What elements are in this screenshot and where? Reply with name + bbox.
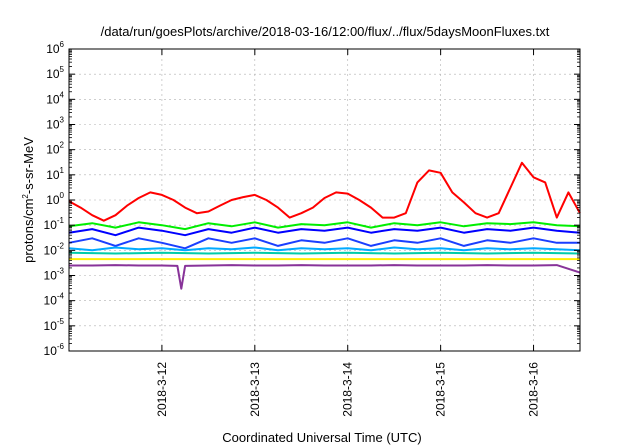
y-tick-base: 10 bbox=[46, 118, 60, 132]
y-tick-exponent: -5 bbox=[57, 317, 65, 326]
y-tick-label: 10-1 bbox=[44, 216, 65, 232]
y-tick-labels: 10-610-510-410-310-210-11001011021031041… bbox=[44, 40, 65, 358]
series-line-2 bbox=[68, 221, 581, 231]
y-tick-base: 10 bbox=[44, 294, 58, 308]
y-tick-label: 103 bbox=[46, 116, 64, 132]
axis-ticks bbox=[69, 48, 580, 352]
y-tick-exponent: 3 bbox=[60, 116, 65, 125]
series-line-1 bbox=[68, 161, 581, 222]
y-tick-label: 100 bbox=[46, 191, 64, 207]
y-tick-base: 10 bbox=[46, 92, 60, 106]
y-tick-base: 10 bbox=[44, 319, 58, 333]
x-tick-label: 2018-3-12 bbox=[155, 362, 169, 417]
y-tick-label: 10-2 bbox=[44, 241, 65, 257]
y-axis-label-base: protons/cm bbox=[21, 199, 36, 263]
y-axis-label-sup: 2 bbox=[21, 194, 30, 199]
y-tick-base: 10 bbox=[46, 193, 60, 207]
series-line-3 bbox=[68, 226, 581, 237]
series-line-6 bbox=[68, 251, 581, 255]
y-tick-label: 102 bbox=[46, 141, 64, 157]
y-tick-base: 10 bbox=[46, 67, 60, 81]
y-tick-label: 106 bbox=[46, 40, 64, 56]
y-tick-label: 10-4 bbox=[44, 292, 65, 308]
x-axis-label: Coordinated Universal Time (UTC) bbox=[222, 430, 421, 445]
y-tick-label: 10-3 bbox=[44, 267, 65, 283]
y-tick-base: 10 bbox=[44, 269, 58, 283]
y-tick-exponent: -2 bbox=[57, 241, 65, 250]
series-lines bbox=[68, 161, 581, 290]
y-tick-exponent: -4 bbox=[57, 292, 65, 301]
y-tick-exponent: -6 bbox=[57, 342, 65, 351]
series-line-8 bbox=[69, 264, 581, 290]
x-tick-label: 2018-3-14 bbox=[341, 362, 355, 417]
y-tick-base: 10 bbox=[46, 42, 60, 56]
x-tick-label: 2018-3-15 bbox=[434, 362, 448, 417]
y-tick-exponent: 4 bbox=[60, 90, 65, 99]
y-tick-base: 10 bbox=[44, 344, 58, 358]
y-tick-exponent: 6 bbox=[60, 40, 65, 49]
y-tick-exponent: 5 bbox=[60, 65, 65, 74]
x-tick-label: 2018-3-13 bbox=[248, 362, 262, 417]
chart-title: /data/run/goesPlots/archive/2018-03-16/1… bbox=[101, 24, 550, 39]
y-tick-label: 10-6 bbox=[44, 342, 65, 358]
y-tick-exponent: -1 bbox=[57, 216, 65, 225]
y-tick-base: 10 bbox=[44, 218, 58, 232]
y-axis-label: protons/cm2-s-sr-MeV bbox=[21, 137, 36, 263]
series-line-5 bbox=[68, 246, 581, 252]
y-tick-label: 10-5 bbox=[44, 317, 65, 333]
y-tick-exponent: 1 bbox=[60, 166, 65, 175]
y-tick-base: 10 bbox=[46, 143, 60, 157]
x-tick-labels: 2018-3-12 2018-3-13 2018-3-14 2018-3-15 2018… bbox=[155, 362, 541, 417]
y-tick-exponent: -3 bbox=[57, 267, 65, 276]
y-tick-exponent: 0 bbox=[60, 191, 65, 200]
y-tick-exponent: 2 bbox=[60, 141, 65, 150]
x-tick-label: 2018-3-16 bbox=[527, 362, 541, 417]
grid-lines bbox=[69, 49, 580, 351]
y-tick-label: 104 bbox=[46, 90, 64, 106]
y-tick-base: 10 bbox=[46, 168, 60, 182]
y-tick-label: 105 bbox=[46, 65, 64, 81]
series-line-4 bbox=[68, 237, 580, 250]
y-tick-base: 10 bbox=[44, 243, 58, 257]
y-tick-label: 101 bbox=[46, 166, 64, 182]
y-axis-label-rest: -s-sr-MeV bbox=[21, 137, 36, 194]
